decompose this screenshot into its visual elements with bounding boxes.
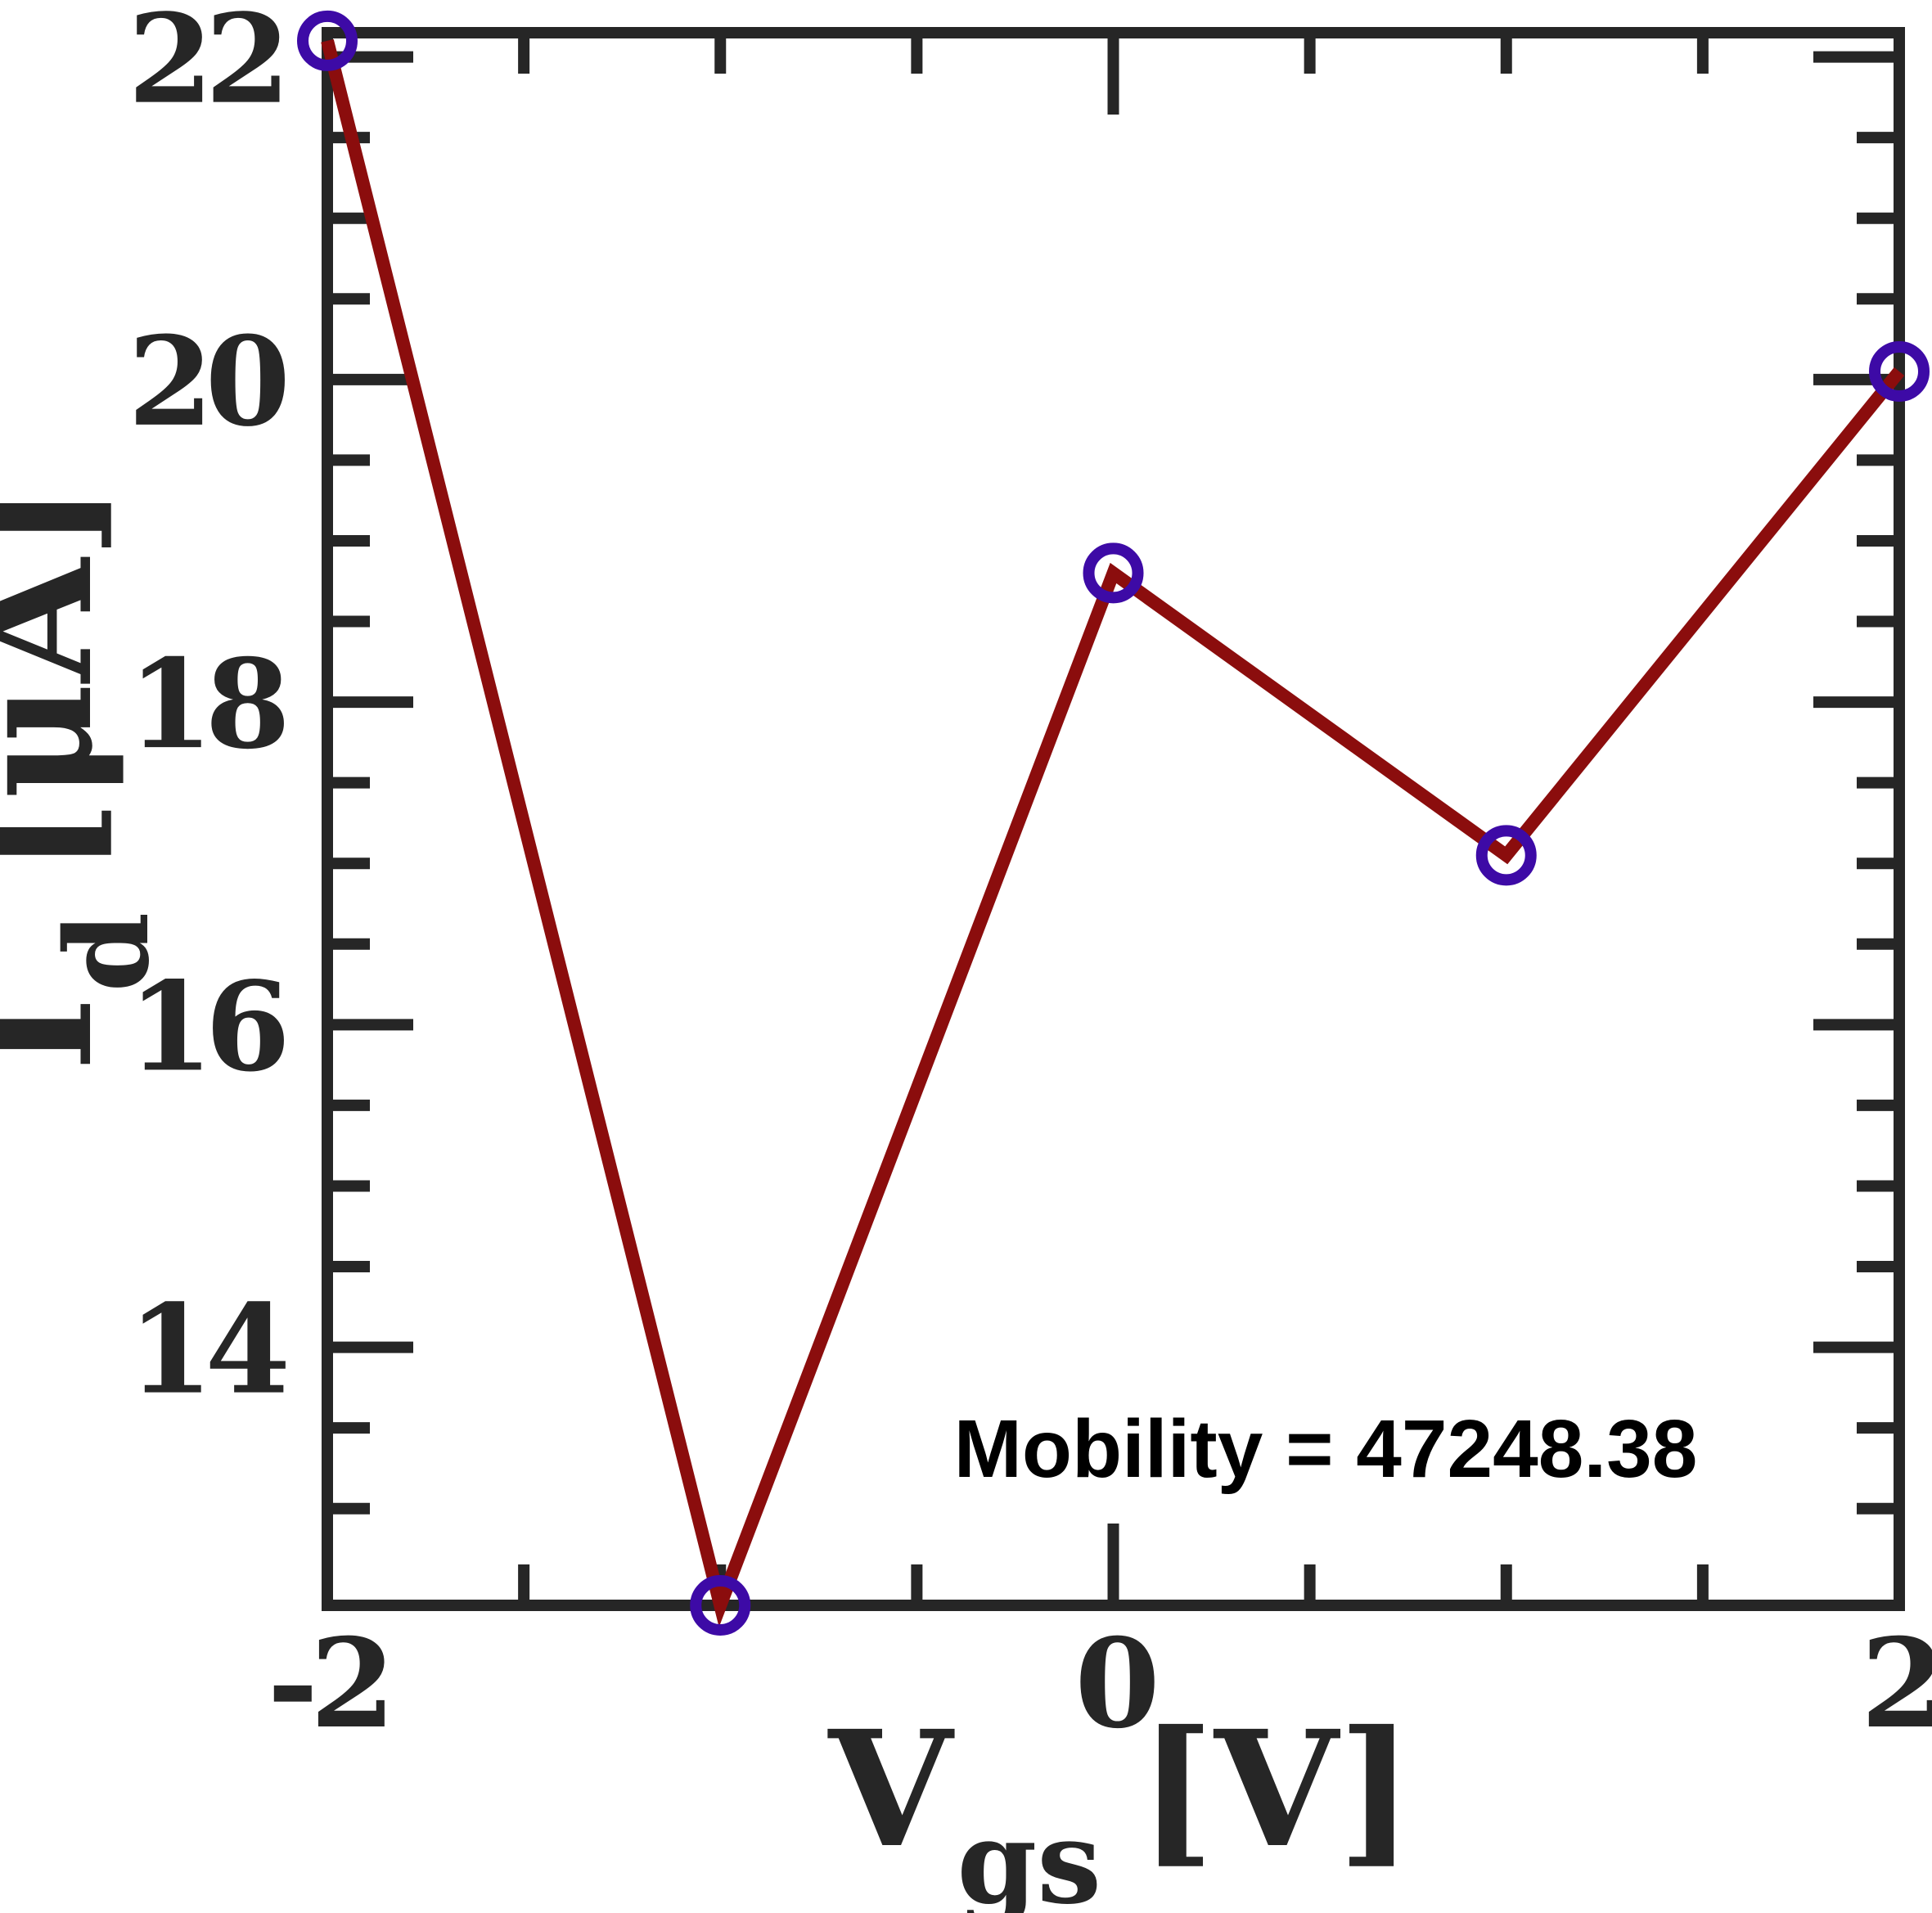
y-axis-label-unit: [μA] <box>0 484 128 875</box>
data-point-marker <box>690 1575 751 1636</box>
series-line <box>321 38 1905 1627</box>
x-axis-label: V gs [V] <box>827 1695 1414 1913</box>
x-axis-label-sub: gs <box>957 1796 1101 1913</box>
y-tick-label: 14 <box>128 1278 286 1422</box>
mobility-annotation: Mobility = 47248.38 <box>954 1403 1698 1495</box>
x-axis-label-main: V <box>827 1695 956 1883</box>
data-point-marker <box>1475 825 1537 886</box>
y-axis-label: I d [μA] <box>0 484 175 1072</box>
y-tick-label: 22 <box>128 0 282 132</box>
x-tick-label: 0 <box>1074 1612 1155 1756</box>
y-axis-label-main: I <box>0 997 128 1071</box>
series-lines <box>321 38 1905 1627</box>
y-axis-label-sub: d <box>41 912 175 993</box>
x-tick-label: 2 <box>1861 1612 1932 1756</box>
plot-frame <box>322 27 1905 1611</box>
y-tick-label: 20 <box>128 310 285 454</box>
x-axis-label-unit: [V] <box>1139 1695 1414 1883</box>
y-tick-label: 18 <box>128 632 284 776</box>
tick-labels: -2 0 2 14 16 18 20 22 <box>128 0 1932 1756</box>
x-tick-label: -2 <box>268 1612 388 1756</box>
data-point-marker <box>1869 340 1930 402</box>
axis-ticks <box>322 33 1905 1605</box>
data-point-marker <box>297 10 358 71</box>
y-tick-label: 16 <box>128 955 284 1099</box>
data-point-marker <box>1083 542 1144 604</box>
series-markers <box>297 10 1930 1636</box>
